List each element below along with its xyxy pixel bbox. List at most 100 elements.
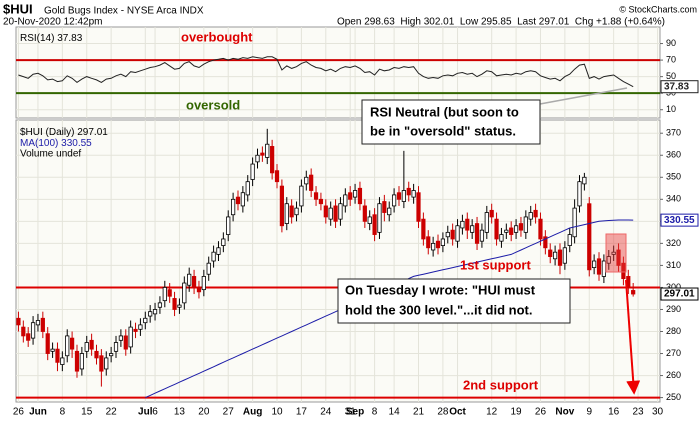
candle-body xyxy=(250,163,255,180)
candle-body xyxy=(162,287,167,302)
legend-value: 37.83 xyxy=(57,33,82,44)
candle-body xyxy=(182,282,187,304)
y-tick-label: 310 xyxy=(666,260,681,270)
candle-body xyxy=(557,249,563,266)
candle-body xyxy=(343,194,348,207)
candle-body xyxy=(274,170,280,183)
candle-body xyxy=(387,207,392,216)
candle-body xyxy=(74,350,80,372)
candle-body xyxy=(494,218,499,240)
candle-body xyxy=(421,218,426,240)
candle-body xyxy=(504,229,509,233)
candle-body xyxy=(333,205,338,222)
y-tick-label: 300 xyxy=(666,282,681,292)
x-tick-label: Aug xyxy=(243,407,262,418)
candle-body xyxy=(431,242,436,251)
candle-body xyxy=(216,247,221,255)
candle-body xyxy=(45,333,50,354)
candle-body xyxy=(99,355,104,372)
overbought-label: overbought xyxy=(181,29,253,44)
candle-body xyxy=(123,335,128,350)
candle-body xyxy=(104,357,109,370)
candle-body xyxy=(187,273,192,286)
highlight-box xyxy=(605,233,627,273)
down-arrow xyxy=(625,279,641,395)
y-tick-label: 50 xyxy=(666,71,676,81)
candle-body xyxy=(79,353,84,370)
candle-body xyxy=(318,198,324,205)
candle-body xyxy=(26,333,31,341)
x-tick-label: 24 xyxy=(320,407,332,418)
candle-body xyxy=(309,174,314,191)
candle-body xyxy=(450,229,455,240)
candle-body xyxy=(172,298,177,310)
x-tick-label: 17 xyxy=(296,407,308,418)
legend-name: RSI(14) xyxy=(20,33,54,44)
x-tick-label: 26 xyxy=(535,407,547,418)
y-tick-label: 320 xyxy=(666,238,681,248)
rsi-legend: RSI(14) 37.83 xyxy=(20,33,83,44)
candle-body xyxy=(50,348,55,352)
candle-body xyxy=(65,335,70,357)
candle-body xyxy=(152,309,158,315)
candle-body xyxy=(109,353,114,357)
x-tick-label: Nov xyxy=(555,407,574,418)
candle-body xyxy=(631,290,636,295)
candle-body xyxy=(352,190,358,198)
candle-body xyxy=(313,192,319,200)
x-tick-label: 16 xyxy=(608,407,620,418)
candle-body xyxy=(40,317,45,332)
candle-body xyxy=(118,335,124,341)
candle-body xyxy=(148,311,153,317)
symbol: $HUI xyxy=(3,1,33,16)
candle-body xyxy=(509,227,514,235)
candle-body xyxy=(128,326,133,348)
candle-body xyxy=(489,209,494,218)
candle-body xyxy=(587,203,592,271)
candle-body xyxy=(255,154,260,163)
credit: © StockCharts.com xyxy=(619,4,697,14)
candle-body xyxy=(616,249,621,266)
candle-body xyxy=(89,339,94,350)
candle-body xyxy=(596,258,602,275)
candle-body xyxy=(221,238,226,246)
candle-body xyxy=(55,348,60,363)
y-tick-label: 350 xyxy=(666,172,681,182)
x-tick-label: 8 xyxy=(60,407,66,418)
candle-body xyxy=(562,247,567,264)
candle-body xyxy=(533,209,538,218)
candle-body xyxy=(513,225,519,233)
candle-body xyxy=(567,234,572,246)
candle-body xyxy=(240,192,245,207)
x-tick-label: 28 xyxy=(437,407,449,418)
candle-body xyxy=(362,205,367,222)
candle-body xyxy=(357,187,363,205)
y-tick-label: 260 xyxy=(666,370,681,380)
candle-body xyxy=(211,251,216,262)
candle-body xyxy=(16,317,21,326)
note-line: RSI Neutral (but soon to xyxy=(370,104,519,119)
note-line: hold the 300 level."...it did not. xyxy=(345,302,532,317)
candle-body xyxy=(426,236,431,249)
value-tag-box xyxy=(660,213,699,227)
candle-body xyxy=(30,322,36,339)
value-tag: 297.01 xyxy=(664,289,695,300)
value-tag-box xyxy=(660,80,699,94)
candle-body xyxy=(338,203,343,220)
candle-body xyxy=(69,337,75,350)
candle-body xyxy=(377,203,382,233)
x-tick-label: 15 xyxy=(81,407,93,418)
x-tick-label: 6 xyxy=(152,407,158,418)
candle-body xyxy=(21,326,26,337)
candle-body xyxy=(577,181,582,207)
legend-value: 330.55 xyxy=(61,138,92,149)
candle-body xyxy=(611,251,616,255)
x-tick-label: Jun xyxy=(29,407,47,418)
candle-body xyxy=(235,196,241,205)
candle-body xyxy=(382,201,387,213)
candle-body xyxy=(396,192,402,200)
candle-body xyxy=(592,260,597,269)
candle-body xyxy=(299,185,304,207)
candle-body xyxy=(143,317,148,324)
